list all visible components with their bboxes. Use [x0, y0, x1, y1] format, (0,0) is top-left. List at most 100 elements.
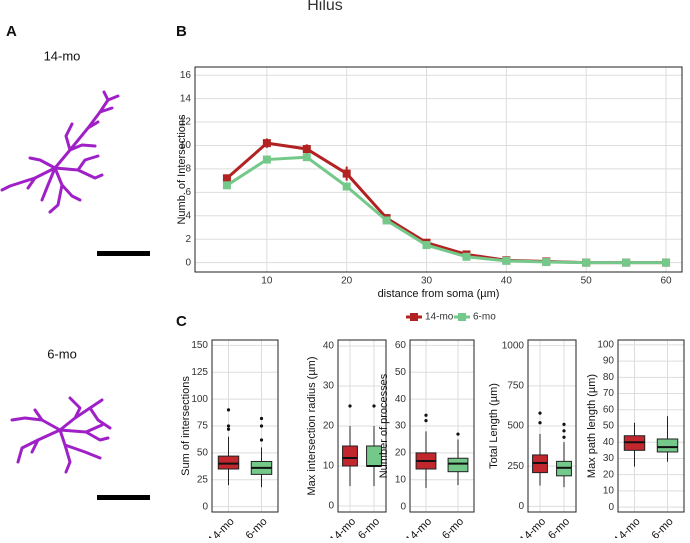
box: [342, 445, 358, 467]
point: [422, 241, 431, 250]
neuron-14mo: [0, 90, 120, 214]
y-tick-label: 2: [185, 234, 191, 245]
y-tick-label: 10: [180, 140, 192, 151]
y-tick-label: 8: [185, 164, 191, 175]
y-tick-label: 12: [180, 117, 192, 128]
box: [656, 438, 679, 453]
y-tick-label: 30: [323, 381, 335, 392]
legend-label: 6-mo: [473, 312, 496, 323]
y-axis-label: Number of processes: [378, 373, 390, 478]
y-tick-label: 40: [603, 437, 615, 448]
y-tick-label: 125: [191, 367, 208, 378]
y-tick-label: 75: [197, 421, 209, 432]
point: [462, 252, 471, 261]
y-tick-label: 20: [395, 448, 407, 459]
x-tick-label: 50: [581, 276, 593, 287]
point: [542, 258, 551, 267]
point: [662, 258, 671, 267]
y-tick-label: 60: [603, 404, 615, 415]
x-tick-label: 30: [421, 276, 433, 287]
y-tick-label: 0: [328, 501, 334, 512]
y-tick-label: 0: [185, 257, 191, 268]
scale-bar: [97, 251, 150, 256]
x-tick-label: 6-mo: [440, 516, 466, 538]
y-tick-label: 0: [518, 501, 524, 512]
y-tick-label: 750: [507, 380, 524, 391]
y-tick-label: 0: [400, 501, 406, 512]
x-tick-label: 10: [261, 276, 273, 287]
y-tick-label: 100: [597, 340, 614, 351]
point: [302, 145, 311, 153]
y-tick-label: 0: [202, 501, 208, 512]
y-tick-label: 14: [180, 93, 192, 104]
point: [622, 258, 631, 267]
y-tick-label: 500: [507, 421, 524, 432]
outlier: [226, 408, 231, 412]
outlier: [562, 429, 566, 433]
panel-label: B: [176, 23, 187, 40]
outlier: [456, 432, 460, 436]
y-tick-label: 50: [603, 421, 615, 432]
outlier: [226, 424, 231, 428]
outlier: [348, 404, 352, 408]
plot-frame: [337, 339, 387, 513]
point: [502, 256, 511, 265]
panel-label: C: [176, 313, 187, 330]
point: [342, 182, 351, 191]
x-tick-label: 14-mo: [404, 516, 435, 538]
plot-frame: [527, 339, 577, 513]
series-line: [225, 141, 667, 265]
y-tick-label: 1000: [502, 340, 525, 351]
scale-bar: [97, 495, 150, 500]
x-tick-label: 14-mo: [206, 516, 237, 538]
plot-frame: [409, 339, 475, 513]
y-tick-label: 4: [185, 210, 191, 221]
plot-frame: [617, 339, 685, 513]
x-tick-label: 6-mo: [546, 516, 572, 538]
x-tick-label: 6-mo: [243, 516, 269, 538]
x-tick-label: 14-mo: [612, 516, 643, 538]
y-tick-label: 50: [395, 367, 407, 378]
outlier: [562, 422, 566, 426]
y-tick-label: 100: [191, 394, 208, 405]
y-tick-label: 20: [603, 469, 615, 480]
x-tick-label: 6-mo: [356, 516, 382, 538]
x-tick-label: 6-mo: [649, 516, 675, 538]
outlier: [226, 427, 231, 431]
point: [302, 153, 311, 162]
point: [262, 155, 271, 164]
y-tick-label: 50: [197, 448, 209, 459]
x-tick-label: 14-mo: [518, 516, 549, 538]
x-axis-label: distance from soma (µm): [378, 288, 500, 300]
outlier: [372, 404, 376, 408]
y-axis-label: Max path length (µm): [586, 374, 598, 478]
point: [342, 169, 351, 178]
y-tick-label: 16: [180, 70, 192, 81]
point: [582, 258, 591, 267]
y-tick-label: 40: [395, 394, 407, 405]
point: [262, 139, 271, 148]
x-tick-label: 14-mo: [328, 516, 359, 538]
plot-frame: [211, 339, 279, 513]
legend-label: 14-mo: [425, 312, 454, 323]
y-tick-label: 30: [603, 453, 615, 464]
y-tick-label: 150: [191, 340, 208, 351]
series-line: [226, 155, 667, 265]
neuron-6mo: [10, 396, 112, 474]
outlier: [538, 421, 542, 425]
y-tick-label: 6: [185, 187, 191, 198]
y-axis-label: Total Length (µm): [488, 383, 500, 469]
neuron-label: 6-mo: [47, 346, 77, 361]
box: [447, 457, 469, 473]
y-tick-label: 40: [323, 341, 335, 352]
plot-frame: [194, 66, 683, 273]
point: [382, 216, 391, 225]
y-tick-label: 70: [603, 388, 615, 399]
y-tick-label: 20: [323, 421, 335, 432]
outlier: [424, 419, 428, 423]
point: [222, 174, 231, 183]
y-axis-label: Numb. of Intersections: [176, 114, 188, 225]
x-tick-label: 40: [501, 276, 513, 287]
outlier: [424, 413, 428, 417]
